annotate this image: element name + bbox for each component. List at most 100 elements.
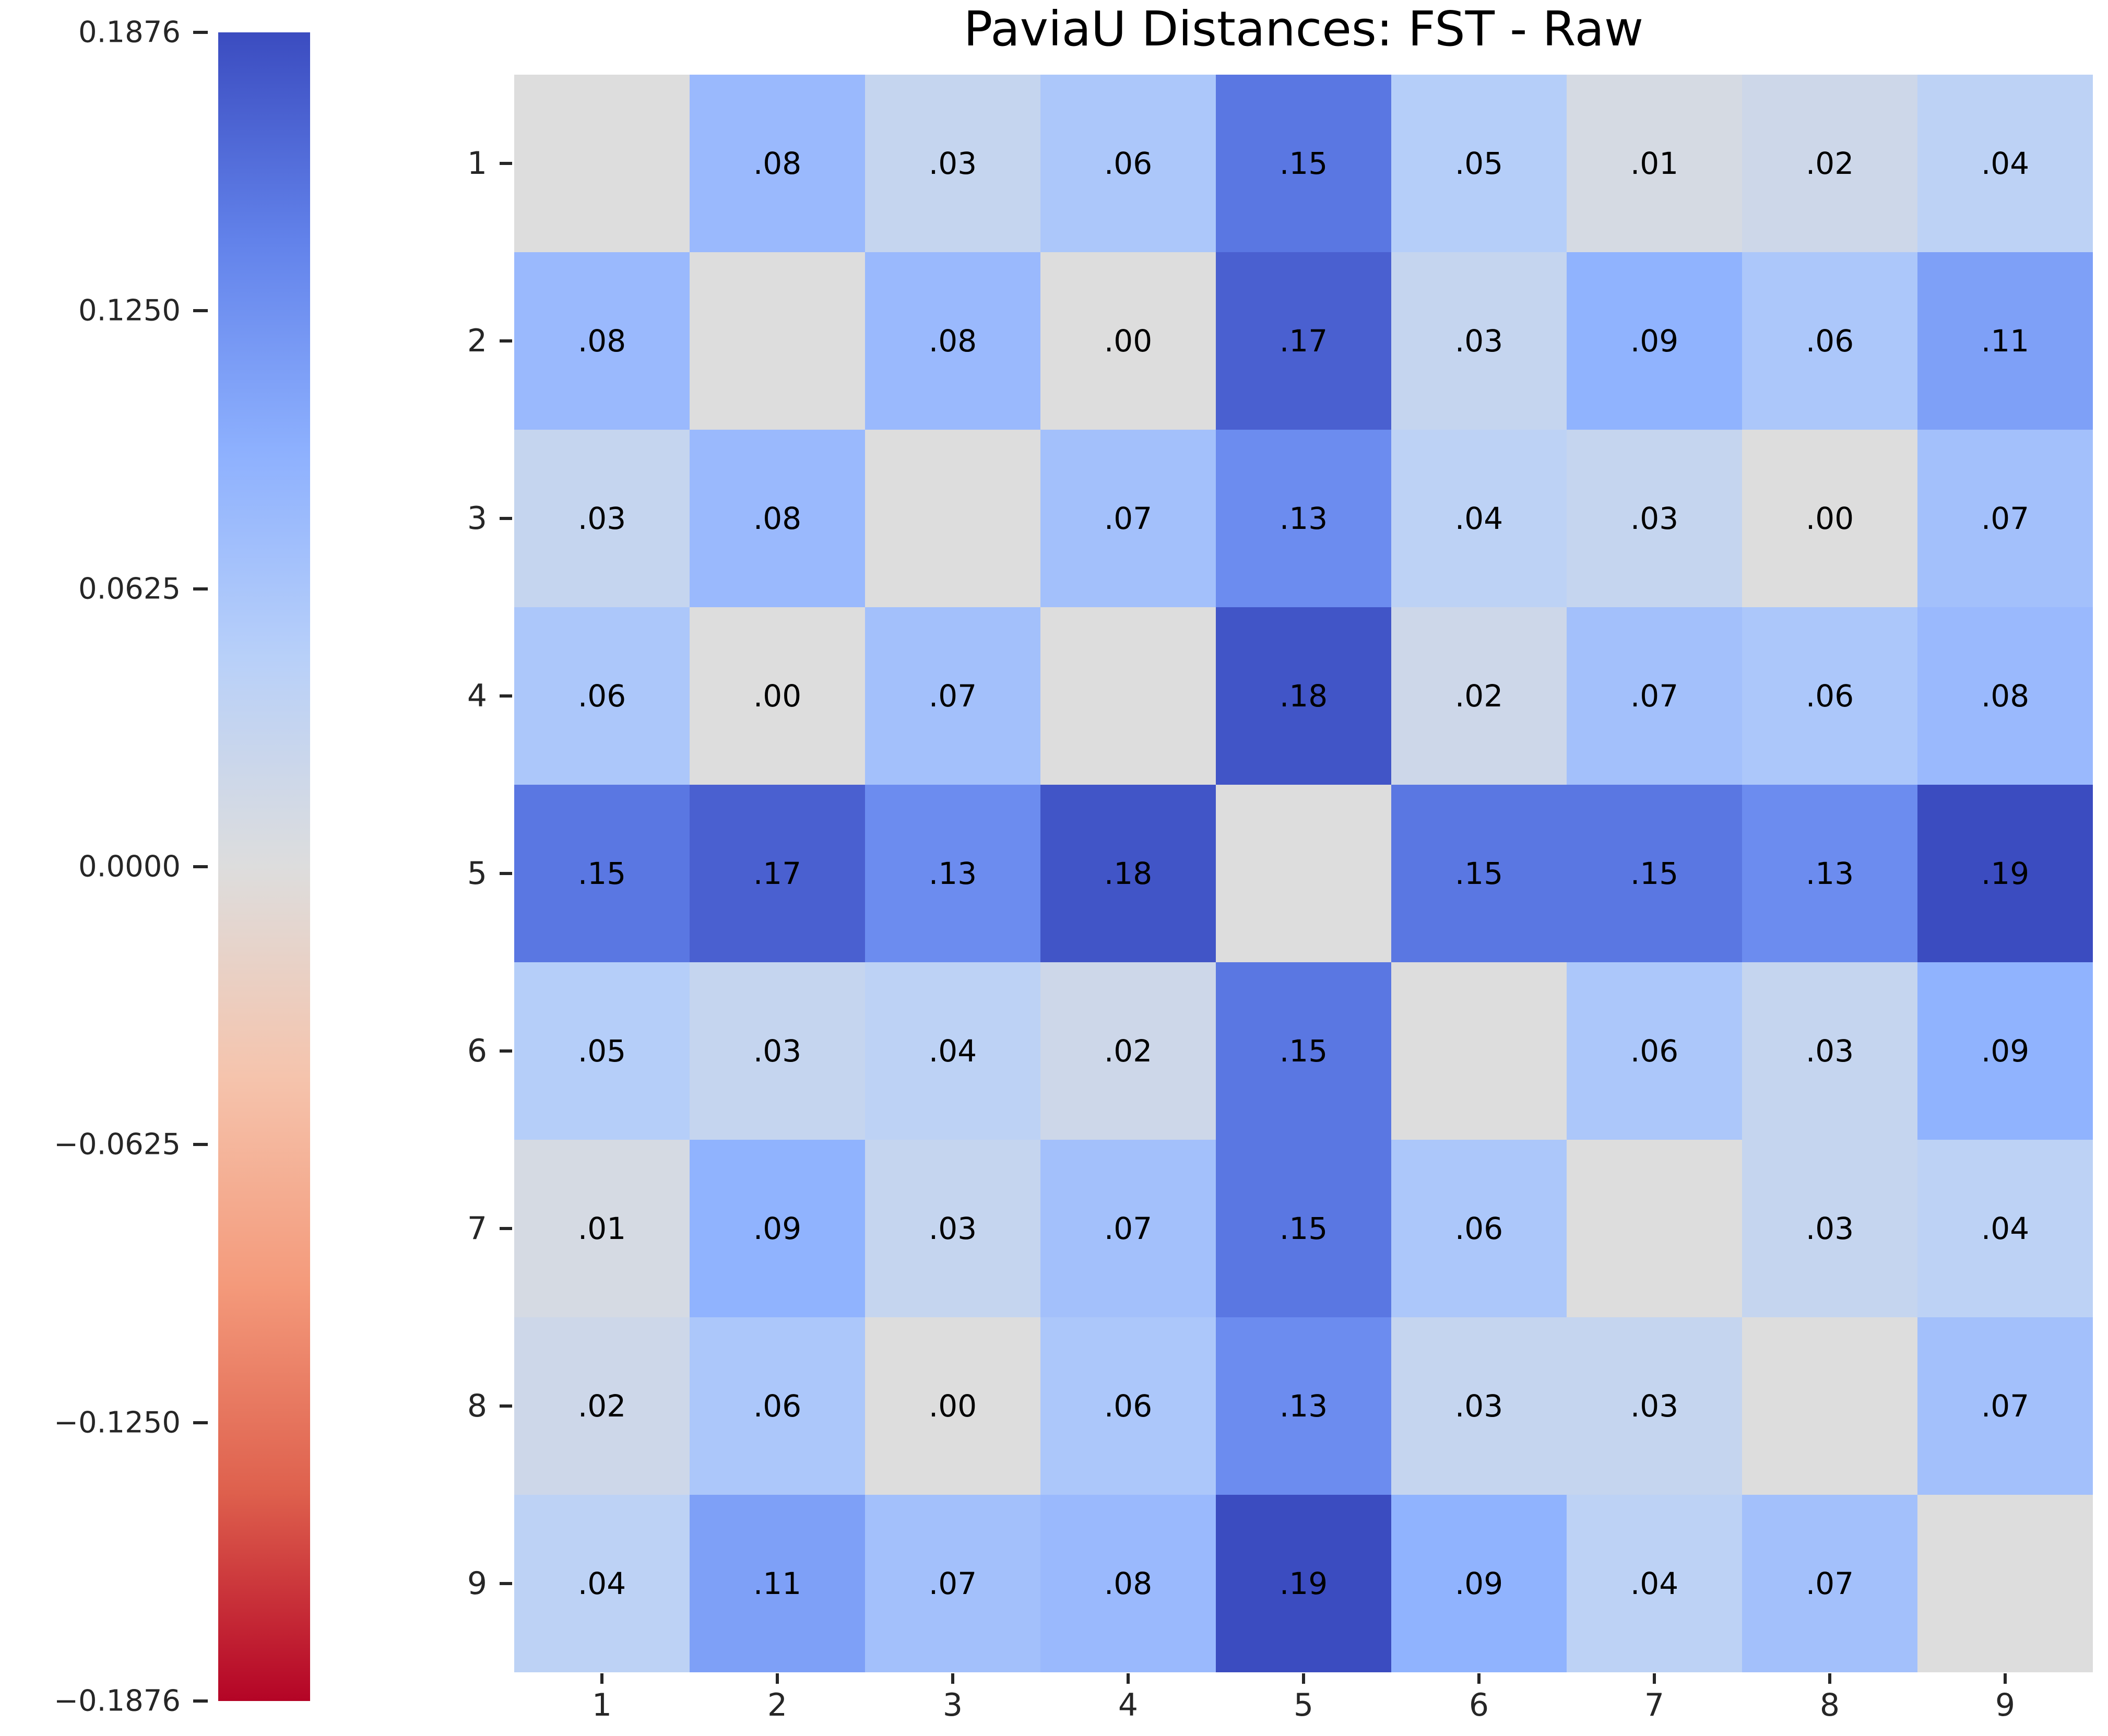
x-tick-label: 2 xyxy=(767,1687,788,1723)
heatmap-cell xyxy=(514,75,690,252)
y-tick-mark xyxy=(500,1049,512,1053)
y-tick-label: 8 xyxy=(467,1388,487,1424)
heatmap-cell: .00 xyxy=(690,607,865,785)
heatmap-cell xyxy=(865,430,1040,607)
heatmap-cell: .15 xyxy=(1216,1140,1391,1317)
heatmap-cell: .15 xyxy=(1567,785,1742,962)
heatmap-cell: .08 xyxy=(690,75,865,252)
heatmap-cell: .04 xyxy=(1567,1495,1742,1672)
heatmap-cell: .07 xyxy=(1040,1140,1216,1317)
y-tick-label: 5 xyxy=(467,855,487,892)
y-tick-mark xyxy=(500,1582,512,1585)
colorbar-tick-label: −0.0625 xyxy=(54,1127,181,1162)
heatmap-cell: .08 xyxy=(865,252,1040,430)
heatmap-cell xyxy=(1917,1495,2093,1672)
y-tick-label: 2 xyxy=(467,323,487,359)
heatmap-cell xyxy=(1567,1140,1742,1317)
heatmap-cell: .06 xyxy=(1040,1317,1216,1495)
colorbar: 0.1876 0.1250 0.0625 0.0000 −0.0625 −0.1250 −0… xyxy=(54,16,310,1718)
heatmap-cell: .08 xyxy=(1917,607,2093,785)
chart-title: PaviaU Distances: FST - Raw xyxy=(963,1,1644,57)
heatmap-cell: .04 xyxy=(514,1495,690,1672)
heatmap-cell: .15 xyxy=(1216,75,1391,252)
x-tick-mark xyxy=(1828,1673,1831,1684)
heatmap-cell: .18 xyxy=(1216,607,1391,785)
x-tick-label: 5 xyxy=(1293,1687,1314,1723)
x-axis: 1 2 3 4 5 6 7 8 9 xyxy=(514,1672,2093,1736)
y-tick-mark xyxy=(500,1404,512,1408)
colorbar-tick-mark xyxy=(193,31,208,34)
heatmap-cell xyxy=(1040,607,1216,785)
heatmap-cell: .13 xyxy=(1216,430,1391,607)
heatmap-cell: .05 xyxy=(1391,75,1567,252)
x-tick-label: 7 xyxy=(1644,1687,1665,1723)
heatmap-cell: .02 xyxy=(1040,962,1216,1140)
heatmap-cell: .03 xyxy=(865,75,1040,252)
y-tick-mark xyxy=(500,1227,512,1230)
heatmap-cell: .09 xyxy=(1917,962,2093,1140)
heatmap-cell: .06 xyxy=(1742,607,1917,785)
x-tick-label: 3 xyxy=(942,1687,963,1723)
heatmap-cell xyxy=(1742,1317,1917,1495)
heatmap-cell: .15 xyxy=(1216,962,1391,1140)
heatmap-cell: .08 xyxy=(514,252,690,430)
heatmap-cell: .13 xyxy=(865,785,1040,962)
heatmap-cell: .06 xyxy=(1040,75,1216,252)
heatmap-cell: .05 xyxy=(514,962,690,1140)
heatmap-cell: .09 xyxy=(1567,252,1742,430)
heatmap-grid: .08.03.06.15.05.01.02.04.08.08.00.17.03.… xyxy=(514,75,2093,1672)
x-tick-label: 8 xyxy=(1819,1687,1840,1723)
y-tick-label: 9 xyxy=(467,1565,487,1602)
y-axis: 1 2 3 4 5 6 7 8 9 xyxy=(0,75,514,1672)
heatmap-cell xyxy=(690,252,865,430)
heatmap-cell: .07 xyxy=(1917,430,2093,607)
heatmap-cell: .03 xyxy=(690,962,865,1140)
heatmap-cell: .07 xyxy=(1742,1495,1917,1672)
heatmap-cell: .03 xyxy=(514,430,690,607)
x-tick-mark xyxy=(1127,1673,1130,1684)
heatmap-cell: .04 xyxy=(865,962,1040,1140)
heatmap-cell: .07 xyxy=(1040,430,1216,607)
x-tick-mark xyxy=(2004,1673,2007,1684)
heatmap-cell: .09 xyxy=(690,1140,865,1317)
heatmap-cell: .03 xyxy=(1567,430,1742,607)
heatmap-cell: .03 xyxy=(1391,252,1567,430)
heatmap-cell: .17 xyxy=(1216,252,1391,430)
heatmap-cell: .06 xyxy=(1567,962,1742,1140)
heatmap-cell: .02 xyxy=(514,1317,690,1495)
y-tick-mark xyxy=(500,694,512,698)
colorbar-tick-label: 0.1876 xyxy=(78,15,181,50)
heatmap-cell: .07 xyxy=(865,1495,1040,1672)
heatmap-cell: .02 xyxy=(1742,75,1917,252)
colorbar-tick-label: −0.1876 xyxy=(54,1684,181,1718)
x-tick-label: 9 xyxy=(1995,1687,2016,1723)
x-tick-mark xyxy=(1302,1673,1305,1684)
colorbar-tick-mark xyxy=(193,865,208,868)
heatmap-cell: .06 xyxy=(1391,1140,1567,1317)
x-tick-label: 4 xyxy=(1118,1687,1139,1723)
heatmap-cell: .11 xyxy=(690,1495,865,1672)
y-tick-mark xyxy=(500,517,512,520)
colorbar-tick-label: −0.1250 xyxy=(54,1406,181,1440)
heatmap-cell: .00 xyxy=(865,1317,1040,1495)
heatmap-cell: .03 xyxy=(1391,1317,1567,1495)
heatmap-cell: .04 xyxy=(1917,75,2093,252)
heatmap-cell: .08 xyxy=(690,430,865,607)
x-tick-mark xyxy=(600,1673,603,1684)
heatmap-cell: .03 xyxy=(1742,1140,1917,1317)
colorbar-tick-mark xyxy=(193,587,208,591)
colorbar-tick-mark xyxy=(193,309,208,313)
colorbar-gradient xyxy=(218,32,310,1701)
heatmap-cell xyxy=(1391,962,1567,1140)
heatmap-cell: .17 xyxy=(690,785,865,962)
colorbar-tick-mark xyxy=(193,1699,208,1703)
heatmap-cell: .01 xyxy=(1567,75,1742,252)
colorbar-tick-mark xyxy=(193,1143,208,1147)
x-tick-label: 1 xyxy=(591,1687,612,1723)
heatmap-cell: .15 xyxy=(514,785,690,962)
heatmap-cell: .04 xyxy=(1917,1140,2093,1317)
heatmap-cell: .07 xyxy=(1917,1317,2093,1495)
x-tick-mark xyxy=(951,1673,954,1684)
y-tick-mark xyxy=(500,339,512,343)
